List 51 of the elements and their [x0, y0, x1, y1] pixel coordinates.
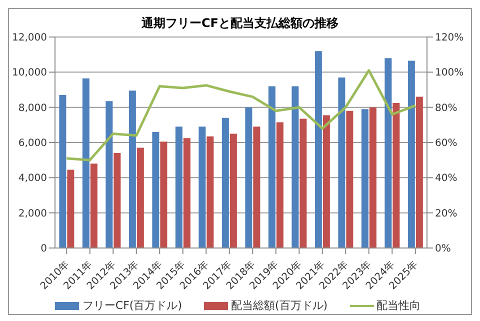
y2-tick-label: 100% [435, 68, 464, 79]
y2-tick-label: 80% [435, 102, 458, 114]
bar [114, 153, 121, 248]
bar [361, 109, 368, 248]
bar [206, 136, 214, 248]
bar [408, 60, 415, 248]
y-tick-label: 6,000 [18, 138, 47, 150]
bar [152, 132, 160, 248]
legend-label: 配当性向 [376, 298, 421, 313]
bar [160, 142, 168, 248]
y-tick-label: 10,000 [12, 68, 47, 79]
y2-tick-label: 40% [435, 173, 458, 184]
bar [175, 126, 182, 248]
bar [128, 90, 136, 248]
y-tick-label: 0 [40, 244, 47, 255]
bar [136, 148, 144, 248]
bar [82, 78, 90, 248]
line-series [65, 69, 417, 162]
y2-tick-label: 0% [435, 244, 451, 255]
bar [384, 58, 392, 248]
y2-tick-label: 20% [435, 208, 458, 220]
bar [90, 164, 98, 248]
bar [106, 101, 113, 248]
bar [253, 126, 260, 248]
bar [198, 126, 206, 248]
legend-label: フリーCF(百万ドル) [81, 298, 182, 313]
y-tick-label: 4,000 [18, 173, 47, 184]
bar [59, 95, 66, 248]
bar [292, 86, 299, 248]
bar [338, 77, 346, 248]
y-tick-label: 8,000 [18, 102, 47, 114]
bar [369, 107, 376, 248]
y-tick-label: 2,000 [18, 208, 47, 220]
bar [300, 118, 307, 248]
legend-label: 配当総額(百万ドル) [230, 298, 328, 313]
y-tick-label: 12,000 [12, 32, 47, 44]
bar [276, 122, 284, 248]
bar [314, 51, 322, 248]
bar [245, 107, 252, 248]
y2-tick-label: 120% [435, 32, 464, 44]
bar [392, 102, 400, 248]
bar [268, 86, 276, 248]
y2-tick-label: 60% [435, 138, 458, 150]
bar [230, 134, 237, 248]
bar [346, 110, 354, 248]
bar [416, 96, 423, 248]
bar [222, 118, 229, 248]
bar [67, 170, 74, 248]
bar [322, 115, 330, 248]
chart-title: 通期フリーCFと配当支払総額の推移 [140, 15, 340, 31]
bar [183, 138, 190, 248]
